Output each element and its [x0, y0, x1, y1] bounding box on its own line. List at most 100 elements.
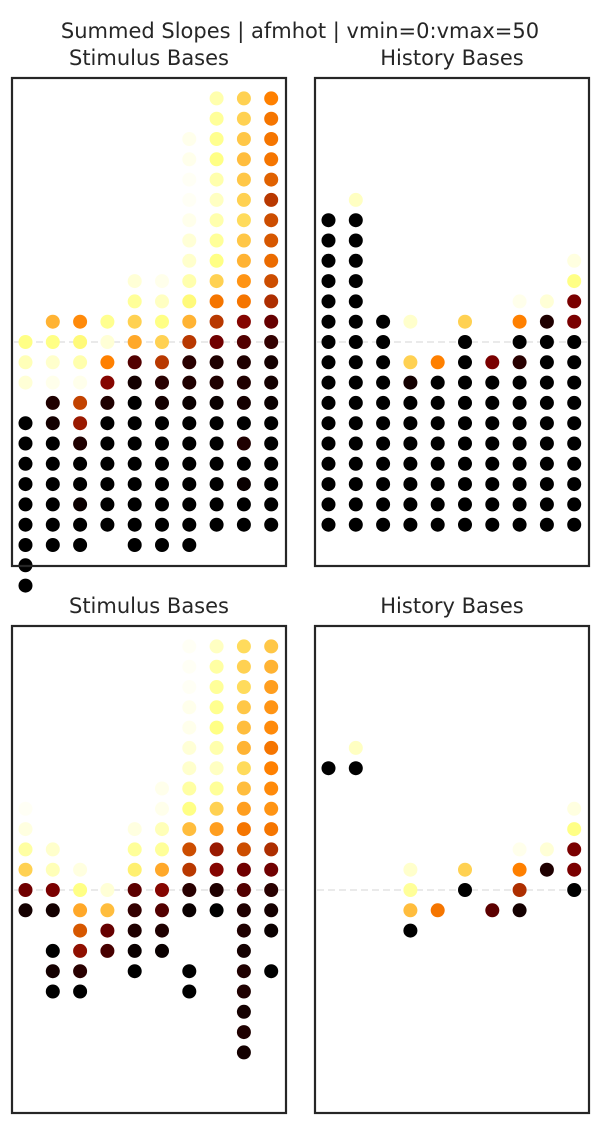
- scatter-point: [209, 700, 224, 715]
- scatter-point: [18, 456, 33, 471]
- scatter-point: [236, 192, 251, 207]
- plot-frame: [313, 76, 591, 568]
- scatter-point: [209, 781, 224, 796]
- scatter-point: [182, 172, 197, 187]
- scatter-point: [45, 538, 60, 552]
- scatter-point: [321, 416, 336, 431]
- scatter-point: [485, 456, 500, 471]
- scatter-point: [73, 517, 88, 532]
- scatter-point: [348, 314, 363, 329]
- scatter-point: [209, 436, 224, 451]
- scatter-point: [155, 862, 169, 877]
- scatter-point: [539, 842, 554, 857]
- scatter-point: [567, 801, 582, 816]
- scatter-point: [127, 923, 142, 938]
- scatter-point: [236, 456, 251, 471]
- scatter-point: [209, 903, 224, 918]
- scatter-point: [512, 436, 527, 451]
- scatter-point: [264, 761, 279, 776]
- scatter-point: [18, 883, 33, 897]
- scatter-point: [458, 335, 472, 349]
- scatter-point: [485, 375, 500, 390]
- scatter-point: [209, 497, 224, 512]
- scatter-point: [45, 883, 60, 897]
- scatter-point: [321, 477, 336, 492]
- scatter-point: [348, 375, 363, 390]
- scatter-point: [567, 517, 582, 532]
- scatter-point: [73, 436, 88, 451]
- scatter-point: [127, 274, 142, 289]
- scatter-point: [264, 233, 279, 248]
- scatter-point: [18, 416, 33, 431]
- scatter-point: [127, 395, 142, 410]
- scatter-point: [321, 253, 336, 268]
- scatter-point: [539, 416, 554, 431]
- scatter-point: [127, 842, 142, 857]
- scatter-point: [18, 842, 33, 857]
- scatter-point: [264, 781, 279, 796]
- scatter-point: [264, 436, 279, 451]
- scatter-point: [512, 395, 527, 410]
- scatter-point: [209, 172, 224, 187]
- scatter-point: [236, 355, 251, 370]
- scatter-point: [45, 375, 60, 390]
- scatter-point: [403, 517, 418, 532]
- scatter-point: [264, 964, 279, 979]
- scatter-point: [376, 375, 391, 390]
- scatter-point: [209, 294, 224, 309]
- scatter-point: [18, 578, 33, 593]
- scatter-point: [236, 436, 251, 451]
- scatter-point: [45, 355, 60, 370]
- scatter-point: [45, 943, 60, 958]
- scatter-point: [236, 132, 251, 146]
- scatter-point: [567, 335, 582, 349]
- panel-top-left: [10, 76, 288, 593]
- scatter-point: [512, 903, 527, 918]
- scatter-point: [539, 517, 554, 532]
- scatter-point: [182, 213, 197, 228]
- scatter-point: [512, 862, 527, 877]
- scatter-point: [539, 436, 554, 451]
- scatter-point: [18, 335, 33, 349]
- scatter-point: [236, 172, 251, 187]
- scatter-point: [236, 943, 251, 958]
- scatter-point: [512, 355, 527, 370]
- scatter-point: [127, 822, 142, 837]
- scatter-point: [264, 903, 279, 918]
- scatter-point: [403, 395, 418, 410]
- scatter-point: [127, 375, 142, 390]
- scatter-point: [127, 883, 142, 897]
- scatter-point: [209, 517, 224, 532]
- scatter-point: [567, 274, 582, 289]
- scatter-point: [155, 314, 169, 329]
- panel-bottom-left: [10, 624, 288, 1115]
- scatter-point: [264, 111, 279, 126]
- panel-title-bottom-right: History Bases: [380, 594, 524, 618]
- scatter-point: [182, 497, 197, 512]
- scatter-point: [264, 497, 279, 512]
- scatter-point: [539, 497, 554, 512]
- scatter-point: [403, 375, 418, 390]
- scatter-point: [376, 416, 391, 431]
- scatter-point: [539, 862, 554, 877]
- scatter-point: [182, 355, 197, 370]
- scatter-point: [18, 862, 33, 877]
- scatter-point: [512, 375, 527, 390]
- scatter-point: [182, 903, 197, 918]
- scatter-point: [264, 253, 279, 268]
- scatter-point: [73, 883, 88, 897]
- scatter-point: [403, 477, 418, 492]
- scatter-point: [236, 781, 251, 796]
- scatter-point: [567, 416, 582, 431]
- scatter-point: [18, 497, 33, 512]
- scatter-point: [182, 700, 197, 715]
- scatter-point: [539, 355, 554, 370]
- scatter-point: [264, 883, 279, 897]
- scatter-point: [182, 477, 197, 492]
- scatter-point: [458, 517, 472, 532]
- scatter-point: [512, 477, 527, 492]
- scatter-point: [182, 152, 197, 167]
- scatter-point: [45, 456, 60, 471]
- scatter-point: [539, 395, 554, 410]
- scatter-point: [127, 964, 142, 979]
